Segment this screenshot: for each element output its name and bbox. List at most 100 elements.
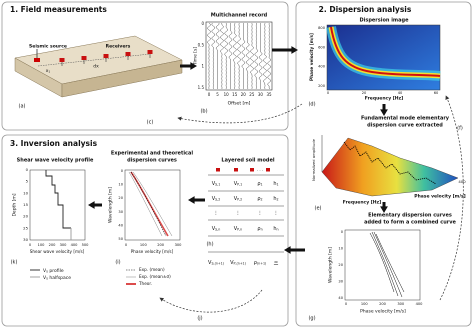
- x-tick-label: 35: [266, 92, 272, 97]
- y-tick-label: 0.5: [198, 42, 205, 47]
- flow-arrow: [88, 201, 102, 209]
- loop-letter: (c): [147, 120, 154, 126]
- subscript: P,n: [237, 228, 242, 232]
- subscript: 1: [277, 183, 279, 187]
- x-tick-label: 0: [125, 243, 128, 247]
- x-tick-label: 0: [29, 243, 32, 247]
- theoretical-curve: [130, 171, 169, 237]
- panel-title: 2. Dispersion analysis: [319, 5, 412, 14]
- receiver: [147, 50, 153, 54]
- x-tick-label: 0: [208, 92, 211, 97]
- trace: [215, 22, 220, 90]
- symbol: ρ: [257, 181, 260, 187]
- symbol: h: [273, 181, 276, 187]
- symbol: V: [234, 226, 238, 232]
- x-tick-label: 300: [397, 302, 405, 306]
- axis-label: Normalized amplitude: [311, 138, 316, 181]
- y-tick-label: 40: [118, 223, 123, 227]
- trace: [233, 22, 237, 90]
- ellipsis: ⋮: [274, 211, 279, 217]
- model-parameter: VP,2: [234, 196, 242, 202]
- y-tick-label: 0: [26, 167, 29, 172]
- offset-label: x1: [46, 69, 51, 74]
- ellipsis: . . .: [257, 167, 263, 172]
- receiver: [250, 168, 254, 172]
- panel-letter: (e): [315, 206, 322, 212]
- step-text: dispersion curve extracted: [367, 123, 443, 129]
- vs-profile-line: [45, 170, 71, 229]
- loop-letter: (j): [197, 316, 202, 322]
- symbol: V: [43, 275, 47, 281]
- trace: [237, 22, 241, 90]
- legend-entry: Theor.: [138, 281, 152, 286]
- symbol: ρ: [257, 196, 260, 202]
- model-parameter: VP,n: [234, 226, 242, 232]
- y-tick-label: 600: [318, 45, 326, 49]
- legend-entry: Exp. (mean±σ): [139, 274, 171, 279]
- model-parameter: h2: [273, 196, 278, 202]
- trace: [211, 22, 216, 90]
- x-tick-label: 100: [361, 302, 369, 306]
- panel-letter: (i): [115, 260, 120, 266]
- model-parameter: ρ(n+1): [254, 260, 267, 266]
- model-parameter: VS,2: [212, 196, 221, 202]
- trace: [220, 22, 224, 90]
- x-tick-label: 20: [362, 91, 367, 95]
- subscript: P,2: [237, 198, 242, 202]
- subscript: S,1: [215, 183, 220, 187]
- x-tick-label: 10: [224, 92, 230, 97]
- y-tick-label: 30: [338, 280, 343, 284]
- y-tick-label: 30: [23, 237, 28, 242]
- symbol: V: [212, 196, 216, 202]
- symbol: V: [212, 226, 216, 232]
- legend-entry: Exp. (mean): [139, 267, 165, 272]
- y-tick-label: 0: [341, 230, 344, 234]
- x-tick-label: 0: [345, 302, 348, 306]
- step-text: Fundamental mode elementary: [361, 116, 450, 122]
- curves-frame: [124, 169, 181, 241]
- symbol: V: [234, 181, 238, 187]
- receiver: [234, 168, 238, 172]
- x-tick-label: 100: [140, 243, 148, 247]
- panel-frame: [1, 1, 289, 131]
- y-tick-label: 20: [23, 214, 28, 219]
- subscript: 2: [261, 198, 263, 202]
- y-tick-label: 800: [318, 26, 326, 30]
- receiver: [81, 56, 87, 60]
- extracted-curve: [343, 141, 437, 185]
- symbol: V: [208, 260, 212, 266]
- shape-path: [373, 231, 403, 298]
- y-tick-label: 20: [338, 263, 343, 267]
- model-parameter: ρ2: [257, 196, 262, 202]
- x-tick-label: 40: [398, 91, 403, 95]
- x-tick-label: 400: [71, 243, 79, 247]
- panel-letter: (d): [308, 102, 315, 108]
- combined-frame: [344, 229, 421, 301]
- x-tick-label: 200: [379, 302, 387, 306]
- trace: [267, 22, 271, 90]
- x-tick-label: 25: [249, 92, 255, 97]
- trace: [250, 22, 254, 90]
- loop-letter: (f): [457, 126, 463, 132]
- subscript: 1: [48, 70, 50, 74]
- axis-label: Wavelength [m]: [108, 187, 114, 223]
- axis-label: Depth [m]: [12, 193, 18, 216]
- panel-title: 3. Inversion analysis: [10, 139, 98, 148]
- symbol: ρ: [257, 226, 260, 232]
- symbol: V: [43, 268, 47, 274]
- amplitude-surface: [321, 137, 459, 197]
- subscript: S,n: [215, 228, 220, 232]
- plot-title: Multichannel record: [211, 13, 268, 19]
- panel-letter: (a): [19, 104, 26, 110]
- subscript: P,(n+1): [234, 262, 246, 266]
- subscript: S: [46, 270, 48, 274]
- subscript: 2: [277, 198, 279, 202]
- symbol: V: [234, 196, 238, 202]
- flow-arrow: [180, 62, 197, 70]
- x-tick-label: 200: [157, 243, 165, 247]
- trace: [207, 22, 211, 90]
- flow-arrow: [284, 246, 305, 254]
- ellipsis: ⋮: [258, 211, 263, 217]
- panel-frame: [295, 1, 472, 327]
- shape-path: [375, 233, 405, 293]
